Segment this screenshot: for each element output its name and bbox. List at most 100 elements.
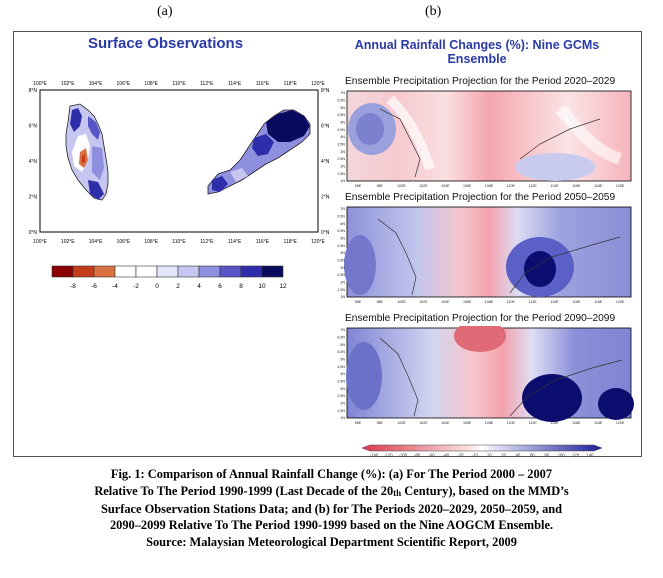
projection-axes-3: 96E 98E 100E 102E 104E 106E 108E 110E 112E 114E 11… xyxy=(337,328,624,425)
proj-lon-tick-label: 98E xyxy=(377,184,384,188)
lon-tick-top-label: 114°E xyxy=(228,81,242,87)
lon-tick-bottom-label: 106°E xyxy=(117,239,131,245)
caption-line-2: Relative To The Period 1990-1999 (Last D… xyxy=(0,483,663,501)
proj-lat-tick-label: 3N xyxy=(340,387,345,391)
legend-b-label: -120 xyxy=(384,453,393,458)
legend-a-swatch xyxy=(135,265,158,278)
legend-a-label: 2 xyxy=(176,283,180,290)
proj-lon-tick-label: 120E xyxy=(616,300,625,304)
lon-tick-bottom-label: 102°E xyxy=(61,239,75,245)
surface-observation-map: 100°E 102°E 104°E 106°E 108°E 110°E 112°E 114°E… xyxy=(29,81,330,245)
proj-lat-tick-label: 1N xyxy=(340,179,345,183)
proj-lat-tick-label: 5.5N xyxy=(337,350,345,354)
legend-b-label: -20 xyxy=(457,453,464,458)
lon-tick-bottom-label: 114°E xyxy=(228,239,242,245)
proj-lat-tick-label: 3.5N xyxy=(337,380,345,384)
proj-lon-tick-label: 114E xyxy=(550,421,559,425)
proj-lon-tick-label: 114E xyxy=(550,300,559,304)
proj-lon-tick-label: 116E xyxy=(572,300,581,304)
lat-ticks-left: 8°N 6°N 4°N 2°N 0°N xyxy=(29,88,38,236)
lat-tick-left-label: 4°N xyxy=(29,159,38,165)
lat-tick-left-label: 8°N xyxy=(29,88,38,94)
proj-lat-tick-label: 4N xyxy=(340,251,345,255)
lon-tick-top-label: 118°E xyxy=(284,81,298,87)
caption-line-5: Source: Malaysian Meteorological Departm… xyxy=(146,535,517,550)
legend-a-swatch xyxy=(219,265,242,278)
legend-b-label: -10 xyxy=(472,453,479,458)
projection-title-1: Ensemble Precipitation Projection for th… xyxy=(345,76,616,87)
lat-tick-right-label: 8°N xyxy=(321,88,330,94)
lon-ticks-top: 100°E 102°E 104°E 106°E 108°E 110°E 112°E 114°E… xyxy=(33,81,325,87)
proj-lat-tick-label: 5.5N xyxy=(337,113,345,117)
proj-lat-tick-label: 6N xyxy=(340,343,345,347)
proj-lon-tick-label: 104E xyxy=(441,184,450,188)
lat-ticks-right: 8°N 6°N 4°N 2°N 0°N xyxy=(321,88,330,236)
caption-line-2a: Relative To The Period 1990-1999 (Last D… xyxy=(94,483,394,498)
lon-ticks-bottom: 100°E 102°E 104°E 106°E 108°E 110°E 112°E 114°E… xyxy=(33,239,325,245)
proj-lat-tick-label: 2N xyxy=(340,165,345,169)
legend-b-label: 140 xyxy=(587,453,595,458)
proj-lat-tick-label: 6.5N xyxy=(337,336,345,340)
lon-tick-top-label: 106°E xyxy=(117,81,131,87)
proj-lon-tick-label: 108E xyxy=(485,421,494,425)
proj-lat-tick-label: 4.5N xyxy=(337,128,345,132)
lat-tick-left-label: 0°N xyxy=(29,230,38,236)
proj-lat-tick-label: 5N xyxy=(340,358,345,362)
panel-a-title: Surface Observations xyxy=(88,35,244,52)
lon-tick-bottom-label: 118°E xyxy=(284,239,298,245)
projection-axes-2: 96E 98E 100E 102E 104E 106E 108E 110E 112E 114E 11… xyxy=(337,207,624,304)
proj-lon-tick-label: 116E xyxy=(572,421,581,425)
proj-lat-tick-label: 1.5N xyxy=(337,172,345,176)
proj-lon-tick-label: 118E xyxy=(594,421,603,425)
proj-lon-tick-label: 104E xyxy=(441,300,450,304)
proj-lat-tick-label: 5.5N xyxy=(337,229,345,233)
proj-lat-tick-label: 4.5N xyxy=(337,365,345,369)
proj-lat-tick-label: 7N xyxy=(340,207,345,211)
legend-a-swatch xyxy=(240,265,263,278)
proj-lon-tick-label: 108E xyxy=(485,300,494,304)
proj-lon-tick-label: 104E xyxy=(441,421,450,425)
proj-lon-tick-label: 106E xyxy=(463,184,472,188)
proj-lat-tick-label: 4.5N xyxy=(337,244,345,248)
proj-lon-tick-label: 100E xyxy=(397,184,406,188)
proj-lat-tick-label: 7N xyxy=(340,328,345,332)
proj-lat-tick-label: 1N xyxy=(340,295,345,299)
proj-lat-tick-label: 3.5N xyxy=(337,259,345,263)
proj-lat-tick-label: 5N xyxy=(340,121,345,125)
proj-lat-tick-label: 3.5N xyxy=(337,143,345,147)
legend-a-label: 8 xyxy=(239,283,243,290)
proj-lat-tick-label: 7N xyxy=(340,91,345,95)
lon-tick-bottom-label: 100°E xyxy=(33,239,47,245)
legend-b-label: 80 xyxy=(544,453,549,458)
proj-lat-tick-label: 6N xyxy=(340,106,345,110)
proj-lat-tick-label: 2.5N xyxy=(337,273,345,277)
proj-lat-tick-label: 1.5N xyxy=(337,288,345,292)
lon-tick-top-label: 110°E xyxy=(172,81,186,87)
lat-tick-left-label: 2°N xyxy=(29,195,38,201)
proj-lon-tick-label: 110E xyxy=(507,184,516,188)
lon-tick-bottom-label: 108°E xyxy=(144,239,158,245)
legend-a-label: -4 xyxy=(112,283,118,290)
caption-line-2b: Century), based on the MMD’s xyxy=(401,483,569,498)
lon-tick-bottom-label: 110°E xyxy=(172,239,186,245)
proj-lon-tick-label: 116E xyxy=(572,184,581,188)
projection-map-2090: 96E 98E 100E 102E 104E 106E 108E 110E 112E 114E 11… xyxy=(337,326,634,425)
lon-tick-top-label: 108°E xyxy=(144,81,158,87)
lon-tick-top-label: 104°E xyxy=(89,81,103,87)
legend-a-swatch xyxy=(156,265,179,278)
legend-a-swatch xyxy=(51,265,74,278)
proj-lon-tick-label: 106E xyxy=(463,300,472,304)
caption-line-1: Fig. 1: Comparison of Annual Rainfall Ch… xyxy=(110,467,553,481)
legend-a-swatch xyxy=(261,265,284,278)
proj-lon-tick-label: 98E xyxy=(377,421,384,425)
legend-b-label: -60 xyxy=(429,453,436,458)
lon-tick-top-label: 102°E xyxy=(61,81,75,87)
caption-line-2-sub: th xyxy=(393,487,402,498)
legend-a-label: -6 xyxy=(91,283,97,290)
projection-map-2020: 96E 98E 100E 102E 104E 106E 108E 110E 112E 114E 11… xyxy=(337,90,632,188)
proj-lon-tick-label: 110E xyxy=(507,421,516,425)
legend-a-label: 4 xyxy=(197,283,201,290)
legend-a-label: 10 xyxy=(258,283,266,290)
proj-lat-tick-label: 2.5N xyxy=(337,157,345,161)
caption-line-4: 2090–2099 Relative To The Period 1990-19… xyxy=(109,518,554,533)
